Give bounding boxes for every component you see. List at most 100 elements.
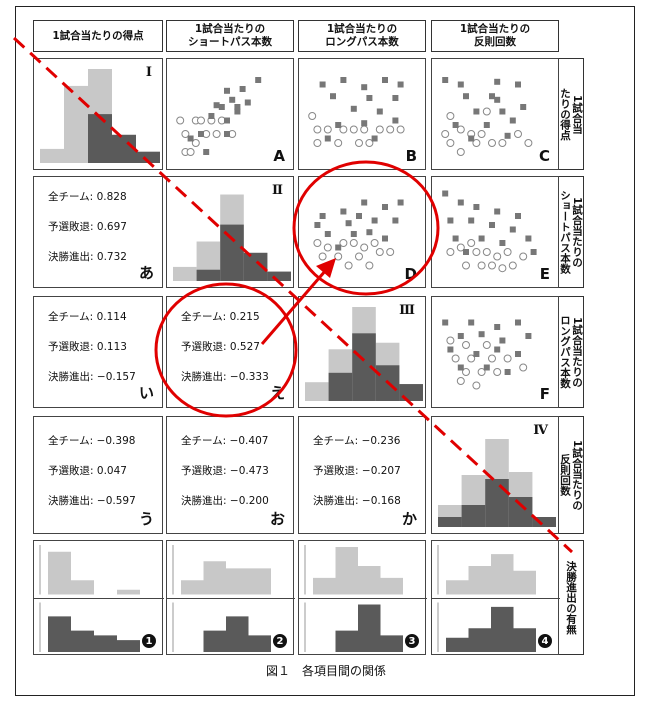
corr-label: 決勝進出: <box>48 371 94 383</box>
col-header-4-line1: 1試合当たりの <box>459 23 531 35</box>
scatter-letter-e: E <box>539 265 550 283</box>
row-label-5-text: 決勝進出の有無 <box>565 560 577 635</box>
scatter-point-filled <box>463 93 469 100</box>
scatter-point-filled <box>239 86 246 92</box>
corr-cell-e: 全チーム: 0.215 予選敗退: 0.527 決勝進出: −0.333 え <box>166 296 294 408</box>
corr-ka-lose: 予選敗退: −0.207 <box>313 463 401 478</box>
corr-label: 予選敗退: <box>48 221 94 233</box>
scatter-point-open <box>493 252 502 261</box>
scatter-point-filled <box>324 135 331 142</box>
bottom-bar-dark <box>446 637 469 652</box>
row-label-2-text: 1試合当たりの ショートパス本数 <box>559 190 583 274</box>
scatter-point-open <box>349 125 358 134</box>
scatter-point-open <box>349 239 358 247</box>
hist-bar-dark <box>88 114 112 163</box>
scatter-point-open <box>313 239 322 247</box>
scatter-point-filled <box>457 81 464 88</box>
figure-caption: 図１ 各項目間の関係 <box>265 664 386 678</box>
col-header-4: 1試合当たりの 反則回数 <box>431 20 559 52</box>
bottom-cell-1: 1 <box>33 540 164 655</box>
corr-value: 0.732 <box>96 251 127 263</box>
hist-bar-dark <box>196 269 221 281</box>
bottom-bar-light <box>48 551 71 595</box>
col-header-4-line2: 反則回数 <box>474 36 516 48</box>
scatter-point-filled <box>452 235 459 242</box>
corr-value: 0.215 <box>229 311 260 323</box>
scatter-point-filled <box>340 77 347 83</box>
scatter-cell-a: A <box>166 58 294 170</box>
scatter-point-filled <box>350 231 357 237</box>
row-label-3-text: 1試合当たりの ロングパス本数 <box>559 315 583 389</box>
scatter-point-open <box>323 125 332 134</box>
scatter-point-filled <box>335 122 342 128</box>
scatter-point-filled <box>489 93 495 100</box>
corr-value: −0.236 <box>361 435 401 447</box>
scatter-point-open <box>524 139 533 147</box>
scatter-point-filled <box>361 199 368 206</box>
diag-cell-1: Ⅰ <box>33 58 163 170</box>
corr-cell-a: 全チーム: 0.828 予選敗退: 0.697 決勝進出: 0.732 あ <box>33 176 163 288</box>
scatter-point-filled <box>494 96 501 103</box>
scatter-point-open <box>446 112 455 120</box>
scatter-point-open <box>308 112 317 120</box>
row-label-2: 1試合当たりの ショートパス本数 <box>558 176 584 288</box>
bottom-bar-light <box>446 580 469 595</box>
scatter-point-filled <box>452 122 459 128</box>
scatter-point-filled <box>356 213 362 219</box>
scatter-point-open <box>212 130 221 138</box>
scatter-point-filled <box>392 95 399 101</box>
diag-mark-4: Ⅳ <box>533 423 548 438</box>
bottom-bar-light <box>203 561 226 595</box>
corr-e-all: 全チーム: 0.215 <box>181 309 260 324</box>
scatter-point-open <box>344 261 353 270</box>
scatter-point-filled <box>218 104 225 110</box>
scatter-point-filled <box>203 149 210 155</box>
corr-a-lose: 予選敗退: 0.697 <box>48 219 127 234</box>
scatter-point-filled <box>509 117 516 124</box>
row-label-1-text: 1試合当 たりの得点 <box>559 87 583 141</box>
scatter-point-filled <box>447 346 454 353</box>
hist-bar-light <box>64 85 88 163</box>
scatter-point-filled <box>520 104 527 110</box>
scatter-point-open <box>493 368 502 376</box>
scatter-cell-d: D <box>298 176 426 288</box>
scatter-point-filled <box>457 333 464 339</box>
corr-value: −0.407 <box>229 435 269 447</box>
scatter-point-open <box>441 130 450 138</box>
hist-bar-dark <box>532 517 556 527</box>
scatter-point-filled <box>468 217 475 224</box>
bottom-bar-dark <box>94 635 117 652</box>
scatter-point-filled <box>366 229 373 236</box>
corr-a-all: 全チーム: 0.828 <box>48 189 127 204</box>
corr-letter-i: い <box>138 384 154 402</box>
scatter-point-open <box>365 261 374 270</box>
scatter-point-open <box>386 125 395 134</box>
corr-value: 0.113 <box>96 341 127 353</box>
scatter-point-open <box>446 336 455 345</box>
bottom-cell-2: 2 <box>166 540 295 655</box>
scatter-point-open <box>334 252 343 261</box>
hist-bar-light <box>173 266 197 281</box>
scatter-point-open <box>375 125 384 134</box>
scatter-point-open <box>472 381 481 390</box>
scatter-point-open <box>477 261 486 270</box>
corr-value: 0.527 <box>229 341 260 353</box>
scatter-point-filled <box>376 108 383 115</box>
scatter-point-filled <box>371 217 378 224</box>
corr-value: −0.200 <box>229 495 269 507</box>
badge-1: 1 <box>142 634 156 648</box>
corr-label: 決勝進出: <box>48 495 94 507</box>
corr-letter-a: あ <box>138 264 154 282</box>
scatter-point-filled <box>224 131 230 137</box>
corr-o-final: 決勝進出: −0.200 <box>181 493 269 508</box>
hist-bar-dark <box>267 271 291 281</box>
corr-value: −0.597 <box>96 495 136 507</box>
scatter-point-filled <box>525 333 532 339</box>
corr-value: −0.207 <box>361 465 401 477</box>
bottom-bar-dark <box>248 635 271 652</box>
scatter-point-open <box>519 252 528 261</box>
scatter-point-filled <box>314 222 321 228</box>
corr-label: 予選敗退: <box>181 465 227 477</box>
corr-value: −0.157 <box>96 371 136 383</box>
bottom-bar-dark <box>335 630 358 652</box>
